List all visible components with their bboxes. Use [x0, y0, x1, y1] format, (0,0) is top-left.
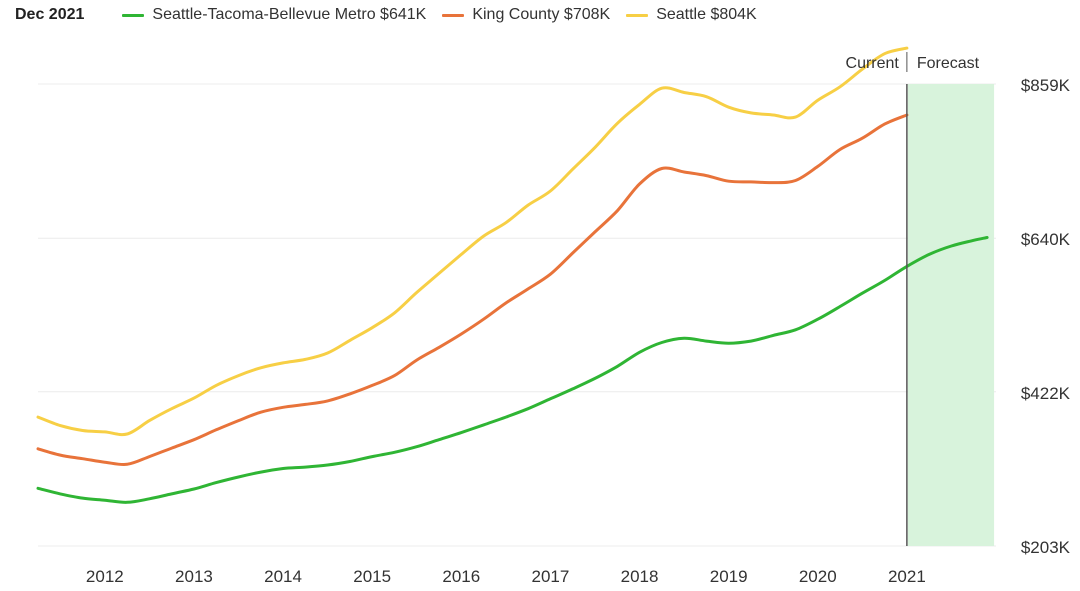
legend-label-seattle: Seattle $804K: [656, 6, 757, 23]
legend-date: Dec 2021: [15, 6, 85, 23]
forecast-label: Forecast: [917, 55, 980, 72]
x-tick-label: 2016: [442, 567, 480, 586]
y-axis-labels: $203K $422K $640K $859K: [1021, 76, 1071, 557]
x-tick-label: 2015: [353, 567, 391, 586]
legend-item-king-county[interactable]: King County $708K: [442, 6, 610, 24]
x-tick-label: 2014: [264, 567, 302, 586]
forecast-band: [907, 84, 995, 546]
x-tick-label: 2013: [175, 567, 213, 586]
legend-label-metro: Seattle-Tacoma-Bellevue Metro $641K: [152, 6, 427, 23]
legend-item-seattle[interactable]: Seattle $804K: [626, 6, 757, 24]
legend-label-king-county: King County $708K: [472, 6, 611, 23]
y-tick-label: $203K: [1021, 538, 1071, 557]
legend-swatch-metro: [122, 13, 145, 17]
y-tick-label: $640K: [1021, 230, 1071, 249]
legend: Dec 2021 Seattle-Tacoma-Bellevue Metro $…: [15, 3, 773, 27]
series-lines: [36, 46, 989, 504]
series-line-seattle-tacoma-bellevue-metro[interactable]: [36, 236, 989, 504]
legend-swatch-king-county: [442, 13, 465, 17]
x-tick-label: 2012: [86, 567, 124, 586]
gridlines: [38, 83, 996, 547]
x-tick-label: 2020: [799, 567, 837, 586]
x-axis-labels: 2012 2013 2014 2015 2016 2017 2018 2019 2020 2021: [86, 567, 926, 586]
y-tick-label: $859K: [1021, 76, 1071, 95]
x-tick-label: 2019: [710, 567, 748, 586]
x-tick-label: 2018: [621, 567, 659, 586]
series-line-king-county[interactable]: [36, 113, 909, 467]
x-tick-label: 2017: [532, 567, 570, 586]
x-tick-label: 2021: [888, 567, 926, 586]
legend-swatch-seattle: [626, 13, 649, 17]
current-label: Current: [846, 55, 900, 72]
y-tick-label: $422K: [1021, 384, 1071, 403]
legend-item-metro[interactable]: Seattle-Tacoma-Bellevue Metro $641K: [122, 6, 426, 24]
series-line-seattle[interactable]: [36, 46, 909, 437]
